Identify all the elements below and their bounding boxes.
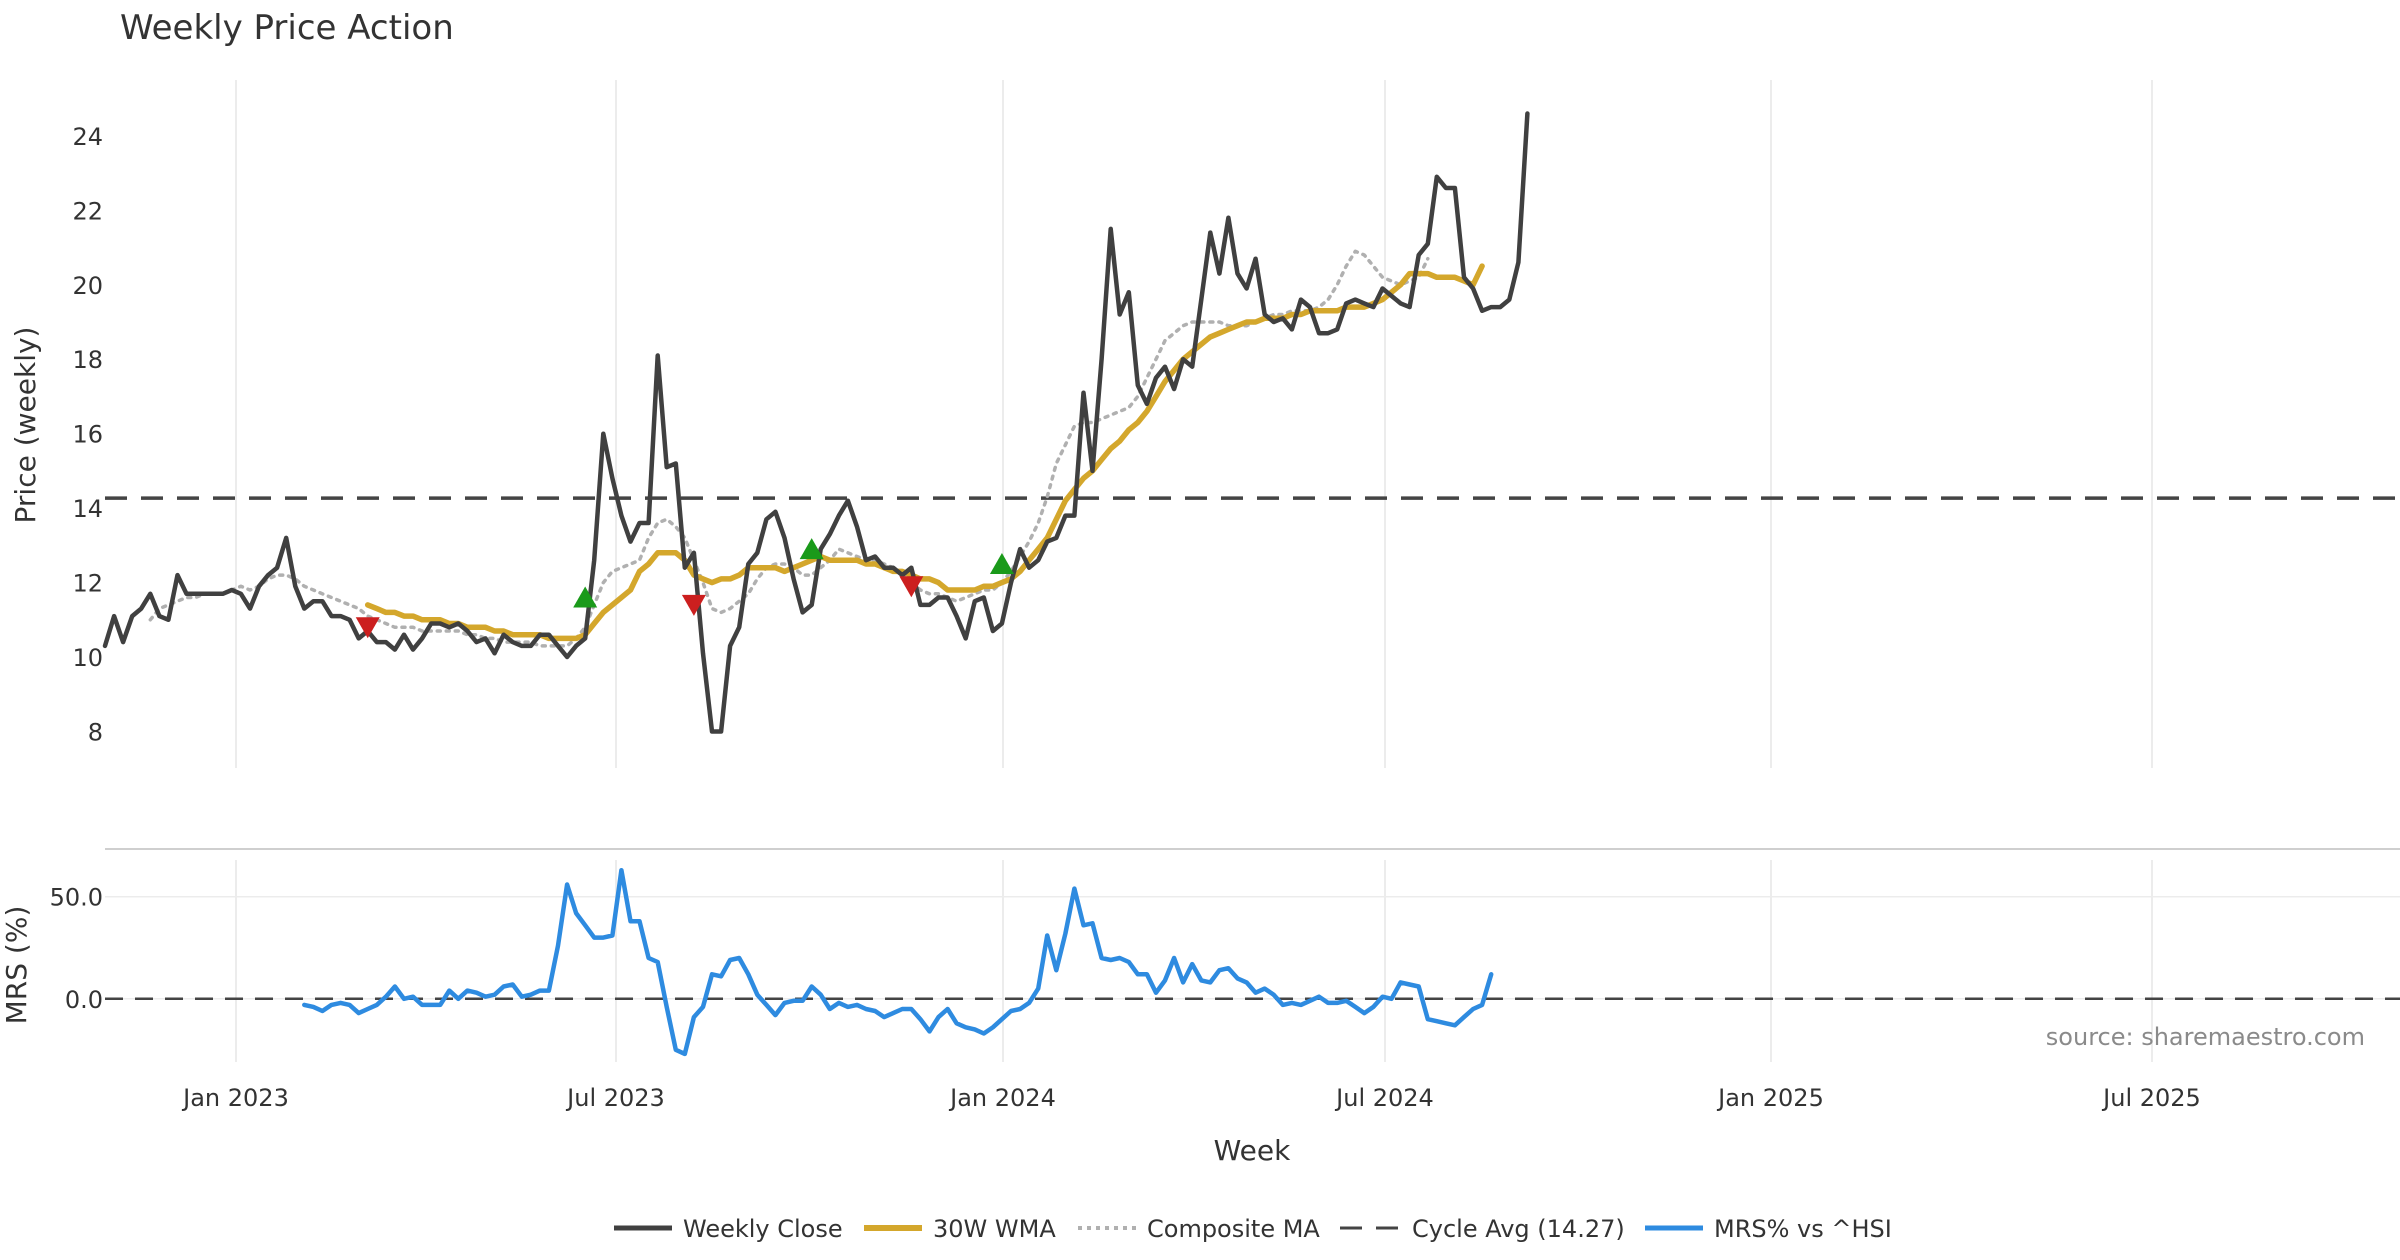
- price-y-tick-label: 8: [88, 718, 103, 746]
- x-tick-label: Jul 2024: [1334, 1084, 1434, 1112]
- x-tick-label: Jan 2023: [181, 1084, 289, 1112]
- mrs-axis-label: MRS (%): [0, 906, 33, 1025]
- x-tick-label: Jan 2024: [948, 1084, 1056, 1112]
- buy-signal-marker: [573, 586, 598, 608]
- legend: Weekly Close 30W WMA Composite MA Cycle …: [614, 1215, 1892, 1243]
- sell-signal-marker: [681, 594, 706, 616]
- legend-label-weekly-close: Weekly Close: [683, 1215, 843, 1243]
- price-y-tick-label: 12: [72, 570, 103, 598]
- mrs-y-tick-label: 50.0: [50, 884, 103, 912]
- mrs-y-tick-label: 0.0: [65, 986, 103, 1014]
- legend-label-composite-ma: Composite MA: [1147, 1215, 1320, 1243]
- price-y-tick-label: 22: [72, 197, 103, 225]
- legend-label-30w-wma: 30W WMA: [933, 1215, 1056, 1243]
- price-y-tick-label: 10: [72, 644, 103, 672]
- price-y-tick-label: 24: [72, 123, 103, 151]
- sell-signal-marker: [899, 576, 924, 598]
- x-tick-label: Jul 2025: [2101, 1084, 2201, 1112]
- series-mrs: [302, 867, 1494, 1057]
- source-label: source: sharemaestro.com: [2046, 1023, 2365, 1051]
- price-y-tick-label: 18: [72, 346, 103, 374]
- mrs-series: [302, 867, 1494, 1057]
- legend-label-mrs: MRS% vs ^HSI: [1714, 1215, 1892, 1243]
- x-tick-label: Jul 2023: [565, 1084, 665, 1112]
- buy-signal-marker: [799, 538, 824, 560]
- x-tick-label: Jan 2025: [1716, 1084, 1824, 1112]
- series-weekly-close: [102, 111, 1530, 734]
- x-axis: Jan 2023 Jul 2023 Jan 2024 Jul 2024 Jan 2025…: [181, 1084, 2201, 1112]
- price-series: [102, 111, 1530, 734]
- series-composite-ma: [148, 249, 1430, 648]
- signal-markers: [355, 538, 1014, 639]
- price-y-tick-label: 14: [72, 495, 103, 523]
- price-y-axis: 8 10 12 14 16 18 20 22 24: [72, 123, 103, 747]
- price-axis-label: Price (weekly): [9, 327, 42, 524]
- x-axis-label: Week: [1214, 1134, 1291, 1167]
- chart-title: Weekly Price Action: [120, 8, 454, 48]
- price-y-tick-label: 16: [72, 421, 103, 449]
- price-y-tick-label: 20: [72, 272, 103, 300]
- legend-label-cycle-avg: Cycle Avg (14.27): [1412, 1215, 1625, 1243]
- grid: [235, 80, 2153, 1062]
- sell-signal-marker: [355, 617, 380, 639]
- buy-signal-marker: [989, 552, 1014, 574]
